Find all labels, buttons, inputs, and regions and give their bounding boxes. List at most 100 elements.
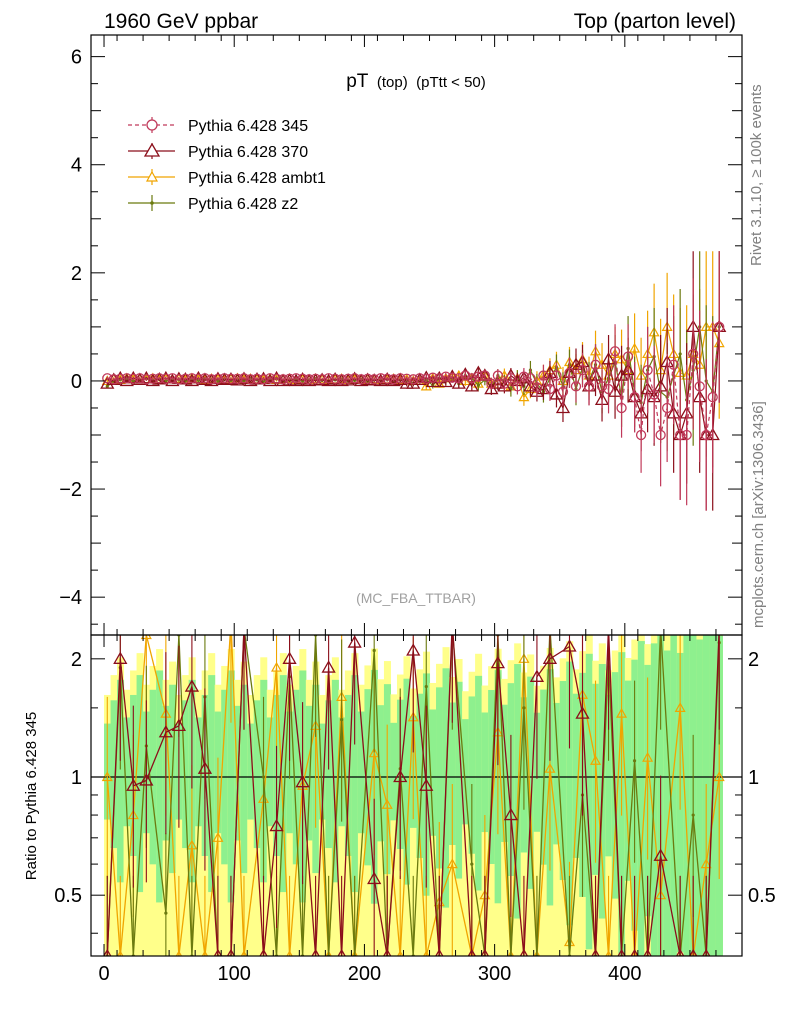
ratio-band-green bbox=[527, 676, 535, 889]
point-ambt1 bbox=[518, 391, 530, 402]
legend: Pythia 6.428 345 Pythia 6.428 370 Pythia 6… bbox=[128, 117, 326, 213]
point-p345 bbox=[264, 373, 276, 384]
y-tick-label: 2 bbox=[71, 263, 82, 285]
point-p345 bbox=[193, 373, 204, 384]
ratio-point-p370 bbox=[393, 769, 408, 783]
point-p345 bbox=[440, 371, 451, 382]
ratio-point-p370 bbox=[519, 948, 529, 956]
ratio-point-p370 bbox=[490, 655, 505, 669]
ratio-plot-data bbox=[101, 615, 725, 956]
ratio-band-green bbox=[318, 723, 326, 820]
point-p345 bbox=[342, 373, 354, 384]
ratio-point-p370 bbox=[295, 774, 310, 788]
ratio-band-green bbox=[351, 675, 359, 893]
x-tick-label: 200 bbox=[348, 963, 381, 985]
header-left: 1960 GeV ppbar bbox=[104, 10, 258, 33]
point-p345 bbox=[356, 374, 367, 385]
point-p345 bbox=[336, 374, 347, 385]
ratio-point-ambt1 bbox=[674, 702, 686, 712]
ratio-point-z2 bbox=[261, 775, 266, 779]
point-z2 bbox=[216, 379, 220, 383]
point-p345 bbox=[316, 374, 328, 385]
point-p345 bbox=[115, 373, 126, 384]
ratio-band-green bbox=[566, 661, 574, 926]
point-p345 bbox=[525, 373, 536, 384]
ratio-band-yellow bbox=[318, 694, 326, 956]
point-p345 bbox=[362, 373, 373, 384]
point-p370 bbox=[367, 373, 382, 386]
ratio-point-p370 bbox=[126, 778, 141, 791]
ratio-band-green bbox=[266, 717, 274, 827]
legend-label-p370: Pythia 6.428 370 bbox=[188, 144, 308, 161]
point-p345 bbox=[577, 364, 588, 376]
ratio-point-p370 bbox=[347, 635, 362, 648]
point-p345 bbox=[688, 348, 699, 360]
ratio-band-green bbox=[390, 722, 398, 821]
ratio-band-green bbox=[117, 679, 125, 883]
point-p345 bbox=[714, 321, 725, 333]
ratio-point-p370 bbox=[467, 948, 477, 956]
ratio-band-green bbox=[455, 681, 463, 879]
point-p345 bbox=[258, 374, 269, 385]
ratio-point-p370 bbox=[542, 651, 558, 664]
ratio-point-z2 bbox=[451, 626, 454, 629]
point-p370 bbox=[536, 381, 551, 395]
point-p345 bbox=[616, 402, 627, 414]
point-p370 bbox=[464, 379, 479, 392]
ratio-point-p370 bbox=[184, 679, 200, 692]
ratio-band-green bbox=[481, 712, 489, 833]
point-p345 bbox=[154, 373, 165, 384]
ratio-band-green bbox=[305, 705, 313, 841]
ratio-point-ambt1 bbox=[616, 707, 628, 718]
point-p345 bbox=[694, 381, 705, 392]
ratio-point-p370 bbox=[713, 622, 725, 633]
point-p345 bbox=[395, 373, 406, 384]
ratio-point-p370 bbox=[653, 848, 668, 861]
ratio-band-green bbox=[110, 700, 118, 849]
ratio-band-green bbox=[253, 700, 261, 849]
ratio-point-z2 bbox=[659, 626, 662, 629]
ratio-band-green bbox=[683, 635, 691, 956]
legend-label-ambt1: Pythia 6.428 ambt1 bbox=[188, 170, 326, 187]
ratio-band-green bbox=[670, 635, 678, 956]
point-p345 bbox=[323, 373, 334, 384]
ratio-band-green bbox=[123, 717, 131, 827]
ratio-band-green bbox=[624, 680, 632, 881]
ratio-y-tick-label: 1 bbox=[71, 767, 82, 789]
ratio-band-green bbox=[436, 687, 444, 869]
point-p345 bbox=[219, 373, 230, 384]
point-p345 bbox=[186, 373, 198, 384]
ratio-y-tick-label-right: 1 bbox=[748, 767, 759, 789]
ratio-band-green bbox=[449, 702, 457, 845]
ratio-point-ambt1 bbox=[713, 771, 725, 782]
point-p345 bbox=[329, 373, 341, 384]
ratio-point-p370 bbox=[383, 948, 392, 956]
x-tick-label: 300 bbox=[478, 963, 511, 985]
ratio-band-green bbox=[553, 702, 561, 845]
legend-label-z2: Pythia 6.428 z2 bbox=[188, 196, 298, 213]
point-p345 bbox=[167, 373, 178, 384]
ratio-point-p370 bbox=[419, 778, 434, 791]
point-p345 bbox=[199, 373, 211, 384]
ratio-point-p370 bbox=[529, 669, 545, 682]
title-main: pT bbox=[346, 71, 369, 92]
point-p345 bbox=[622, 351, 634, 362]
point-p370 bbox=[490, 376, 505, 389]
point-p345 bbox=[590, 359, 601, 370]
ratio-point-p370 bbox=[367, 871, 382, 885]
point-p345 bbox=[655, 429, 666, 441]
y-tick-label: 6 bbox=[71, 47, 82, 69]
mcplots-label: mcplots.cern.ch [arXiv:1306.3436] bbox=[750, 401, 767, 628]
point-p345 bbox=[648, 389, 660, 400]
ratio-band-green bbox=[247, 723, 255, 820]
ratio-band-green bbox=[559, 681, 567, 881]
point-z2 bbox=[105, 384, 109, 388]
ratio-band-green bbox=[637, 641, 645, 956]
title-cut: (pTtt < 50) bbox=[416, 74, 486, 91]
ratio-band-green bbox=[208, 675, 216, 893]
ratio-point-p370 bbox=[446, 615, 458, 626]
point-p345 bbox=[238, 373, 250, 384]
point-p370 bbox=[568, 357, 584, 370]
ratio-band-green bbox=[344, 694, 352, 857]
